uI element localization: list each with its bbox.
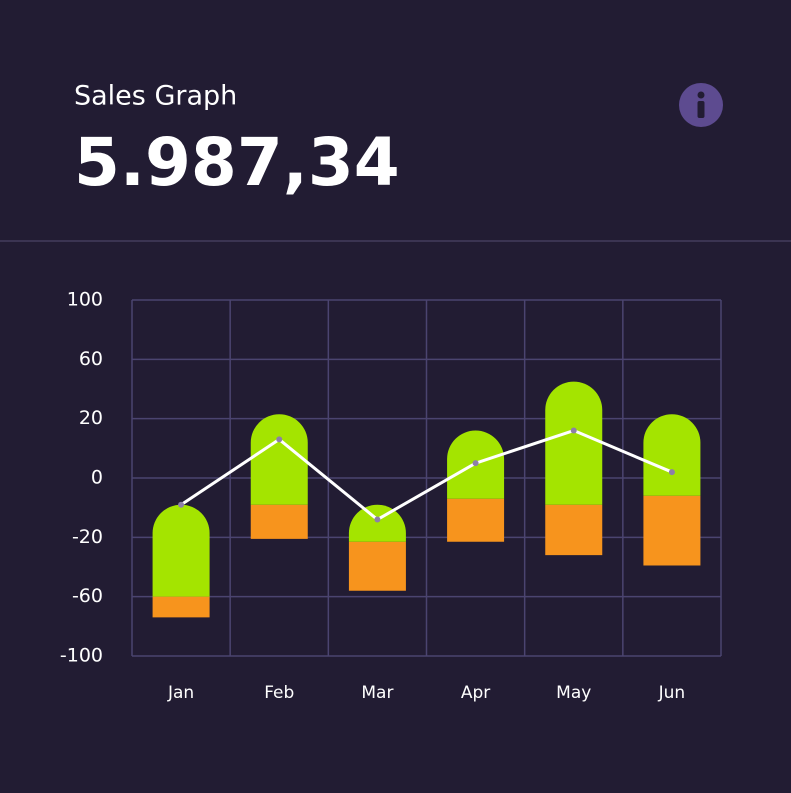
line-point <box>472 460 479 467</box>
y-tick-label: -60 <box>72 585 103 607</box>
bar-segment <box>152 596 210 618</box>
bar-segment <box>643 495 701 566</box>
y-tick-label: 20 <box>79 407 103 429</box>
trend-line <box>180 429 673 522</box>
chart: 100 60 20 0 -20 -60 -100 Jan Feb Mar Apr May Jun <box>60 289 722 703</box>
y-tick-label: -20 <box>72 526 103 548</box>
y-tick-label: -100 <box>60 645 103 667</box>
bar-segment <box>152 504 210 597</box>
bar-segment <box>348 504 406 542</box>
bar-segment <box>250 414 308 505</box>
x-tick-label: Jan <box>167 683 194 703</box>
line-point <box>178 501 185 508</box>
x-tick-label: May <box>556 683 591 703</box>
line-point <box>276 436 283 443</box>
info-icon-stem <box>697 101 705 118</box>
bar-segment <box>348 541 406 591</box>
x-tick-label: Apr <box>461 683 490 703</box>
bar-segment <box>545 381 603 505</box>
y-tick-label: 100 <box>67 289 103 311</box>
line-point <box>570 427 577 434</box>
sales-value: 5.987,34 <box>74 124 400 201</box>
y-tick-label: 0 <box>91 467 103 489</box>
card-title: Sales Graph <box>74 81 237 112</box>
info-icon-dot <box>697 91 705 99</box>
x-tick-label: Mar <box>361 683 393 703</box>
y-tick-label: 60 <box>79 348 103 370</box>
x-tick-label: Feb <box>264 683 294 703</box>
line-point <box>374 516 381 523</box>
line-point <box>668 469 675 476</box>
info-button[interactable] <box>679 83 723 127</box>
x-tick-label: Jun <box>658 683 686 703</box>
bar-segment <box>250 504 308 539</box>
bar-segment <box>643 414 701 496</box>
bar-segment <box>447 498 505 542</box>
bar-segment <box>545 504 603 556</box>
